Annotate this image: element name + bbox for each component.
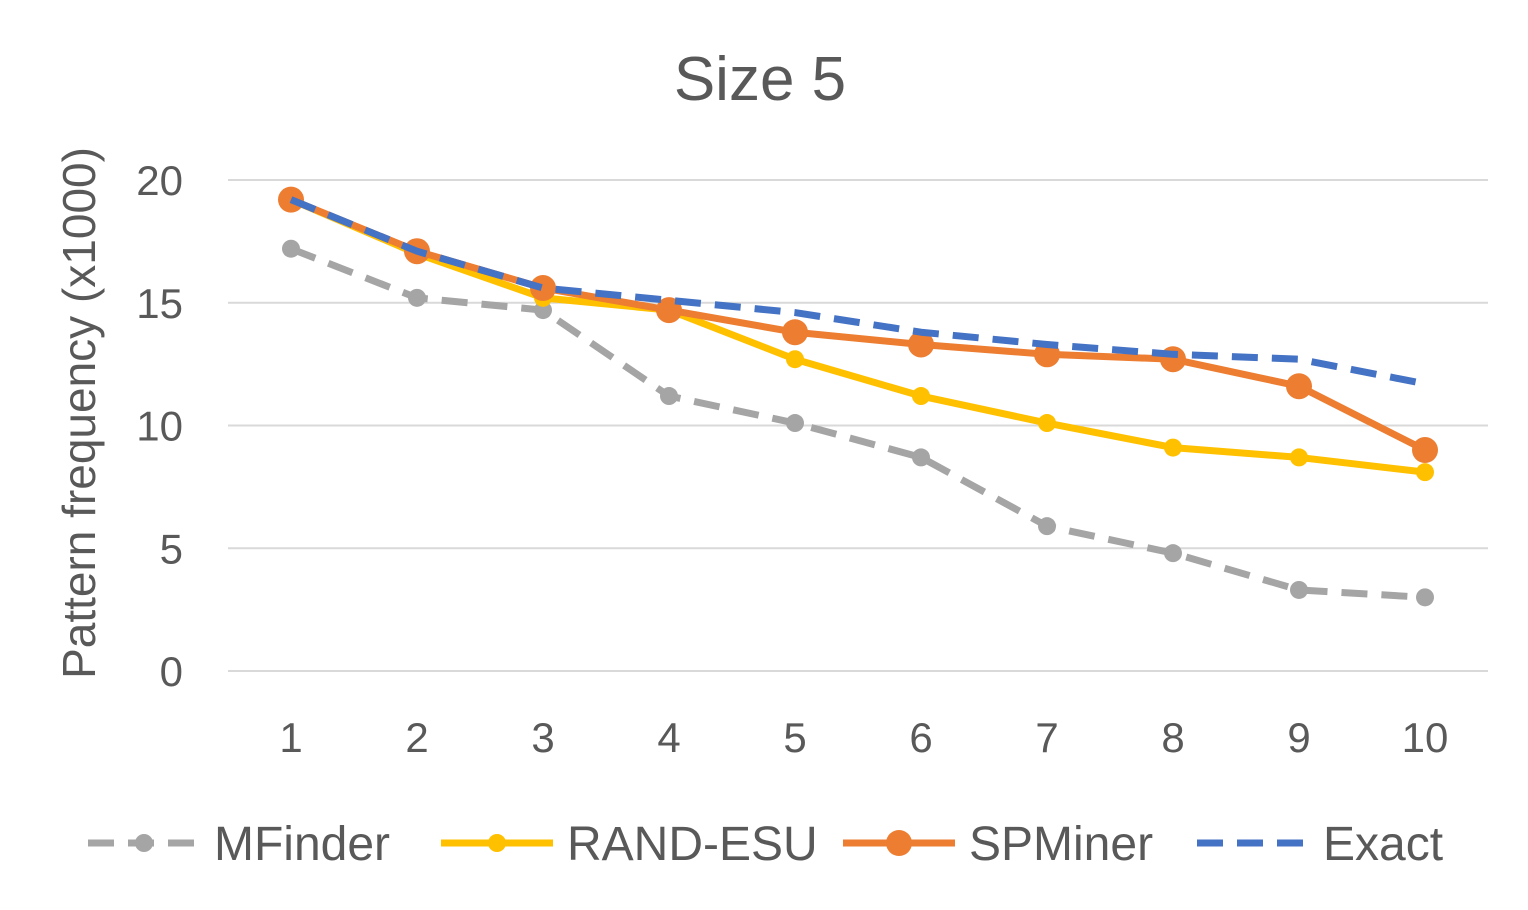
legend-label: Exact bbox=[1323, 818, 1443, 871]
data-point bbox=[908, 331, 934, 358]
legend-item-exact: Exact bbox=[1197, 818, 1443, 871]
data-point bbox=[786, 414, 804, 433]
x-tick-label: 2 bbox=[405, 714, 428, 761]
data-point bbox=[1416, 588, 1434, 607]
data-point bbox=[282, 239, 300, 258]
legend-label: SPMiner bbox=[969, 818, 1153, 871]
gridlines bbox=[228, 179, 1488, 672]
y-axis-ticks: 0 5 10 15 20 bbox=[136, 157, 183, 695]
legend: MFinder RAND-ESU SPMiner Exact bbox=[88, 818, 1443, 871]
y-tick-label: 0 bbox=[160, 648, 183, 695]
data-point bbox=[1290, 448, 1308, 467]
data-point bbox=[660, 387, 678, 406]
data-point bbox=[782, 319, 808, 346]
data-point bbox=[1412, 437, 1438, 464]
x-tick-label: 6 bbox=[909, 714, 932, 761]
x-tick-label: 5 bbox=[783, 714, 806, 761]
x-tick-label: 9 bbox=[1287, 714, 1310, 761]
legend-label: RAND-ESU bbox=[567, 818, 818, 871]
series-exact bbox=[289, 196, 1426, 388]
data-point bbox=[1290, 580, 1308, 599]
chart-title: Size 5 bbox=[674, 45, 846, 114]
x-axis-ticks: 1 2 3 4 5 6 7 8 9 10 bbox=[279, 714, 1448, 761]
data-point bbox=[1286, 373, 1312, 400]
legend-marker bbox=[886, 830, 912, 856]
x-tick-label: 1 bbox=[279, 714, 302, 761]
series-group bbox=[278, 186, 1438, 607]
series-line-mfinder bbox=[289, 245, 1426, 601]
data-point bbox=[1038, 414, 1056, 433]
y-tick-label: 15 bbox=[136, 280, 183, 327]
legend-marker bbox=[135, 834, 153, 852]
data-point bbox=[1038, 517, 1056, 536]
x-tick-label: 3 bbox=[531, 714, 554, 761]
legend-item-spminer: SPMiner bbox=[843, 818, 1153, 871]
legend-item-mfinder: MFinder bbox=[88, 818, 390, 871]
data-point bbox=[1164, 438, 1182, 457]
legend-label: MFinder bbox=[214, 818, 390, 871]
legend-item-rand-esu: RAND-ESU bbox=[441, 818, 818, 871]
data-point bbox=[912, 387, 930, 406]
series-line-rand-esu bbox=[287, 196, 1429, 476]
x-tick-label: 10 bbox=[1402, 714, 1449, 761]
legend-marker bbox=[488, 834, 506, 852]
data-point bbox=[912, 448, 930, 467]
y-tick-label: 5 bbox=[160, 525, 183, 572]
data-point bbox=[530, 275, 556, 302]
y-tick-label: 10 bbox=[136, 403, 183, 450]
data-point bbox=[786, 350, 804, 369]
x-tick-label: 8 bbox=[1161, 714, 1184, 761]
data-point bbox=[408, 288, 426, 307]
x-tick-label: 7 bbox=[1035, 714, 1058, 761]
y-tick-label: 20 bbox=[136, 157, 183, 204]
y-axis-label: Pattern frequency (x1000) bbox=[53, 147, 105, 679]
data-point bbox=[1164, 544, 1182, 563]
data-point bbox=[1416, 463, 1434, 482]
series-mfinder bbox=[282, 239, 1434, 607]
series-line-exact bbox=[289, 196, 1426, 388]
x-tick-label: 4 bbox=[657, 714, 680, 761]
